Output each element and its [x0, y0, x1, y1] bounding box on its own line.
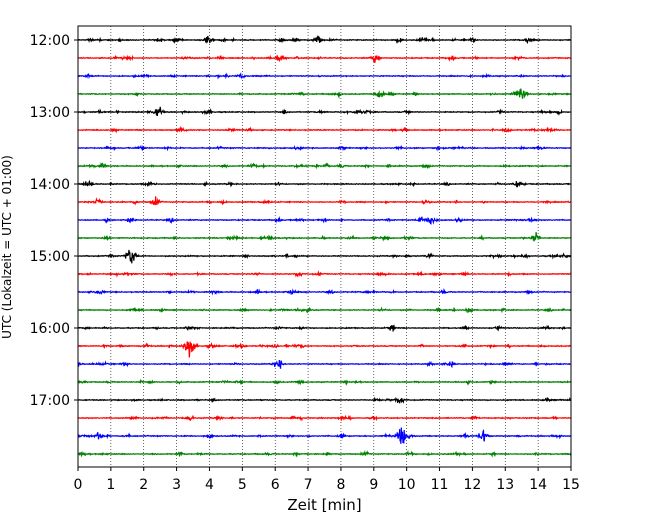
- y-tick-label-1400: 14:00: [30, 177, 70, 193]
- seismogram-trace-13: [77, 270, 572, 278]
- seismogram-trace-11: [78, 232, 572, 242]
- grid-lines: [110, 26, 539, 467]
- seismogram-trace-21: [77, 414, 572, 422]
- seismogram-trace-7: [77, 162, 572, 170]
- seismogram-trace-20: [77, 396, 572, 404]
- x-tick-label-6: 6: [271, 477, 280, 493]
- x-tick-label-1: 1: [106, 477, 115, 493]
- seismogram-trace-12: [77, 249, 572, 264]
- plot-frame: [77, 25, 572, 468]
- x-tick-label-0: 0: [74, 477, 83, 493]
- x-tick-label-15: 15: [562, 477, 580, 493]
- y-tick-label-1500: 15:00: [30, 249, 70, 265]
- y-tick-label-1700: 17:00: [30, 393, 70, 409]
- y-axis-label: UTC (Lokalzeit = UTC + 01:00): [0, 155, 14, 339]
- seismogram-trace-6: [77, 144, 572, 152]
- x-axis-ticks: 0 1 2 3 4 5 6 7 8 9 10 11 12 13 14 15: [74, 467, 580, 493]
- seismogram-trace-15: [77, 306, 572, 314]
- seismogram-traces: [77, 35, 572, 458]
- seismogram-trace-19: [77, 378, 572, 387]
- y-tick-label-1200: 12:00: [30, 33, 70, 49]
- seismogram-trace-23: [77, 449, 572, 458]
- seismogram-trace-22: [77, 427, 572, 444]
- x-tick-label-14: 14: [529, 477, 547, 493]
- seismogram-trace-1: [77, 54, 572, 63]
- seismogram-trace-16: [77, 324, 572, 332]
- x-tick-label-11: 11: [431, 477, 449, 493]
- seismogram-trace-2: [77, 72, 572, 80]
- seismogram-trace-17: [77, 341, 572, 358]
- x-tick-label-3: 3: [172, 477, 181, 493]
- x-tick-label-12: 12: [463, 477, 481, 493]
- y-tick-label-1600: 16:00: [30, 321, 70, 337]
- seismogram-trace-4: [77, 106, 572, 117]
- x-tick-label-9: 9: [369, 477, 378, 493]
- x-tick-label-13: 13: [496, 477, 514, 493]
- seismogram-trace-0: [77, 35, 572, 45]
- seismogram-trace-5: [77, 125, 572, 134]
- x-tick-label-8: 8: [336, 477, 345, 493]
- x-tick-label-2: 2: [139, 477, 148, 493]
- x-tick-label-7: 7: [304, 477, 313, 493]
- y-tick-label-1300: 13:00: [30, 105, 70, 121]
- x-tick-label-10: 10: [398, 477, 416, 493]
- x-tick-label-5: 5: [238, 477, 247, 493]
- seismogram-trace-14: [77, 288, 572, 296]
- seismogram-trace-9: [77, 196, 572, 206]
- seismogram-trace-18: [77, 359, 572, 369]
- y-axis-ticks: 12:00 13:00 14:00 15:00 16:00 17:00: [30, 33, 78, 409]
- seismogram-trace-10: [77, 216, 572, 225]
- seismogram-trace-3: [77, 88, 572, 100]
- x-tick-label-4: 4: [205, 477, 214, 493]
- seismogram-trace-8: [77, 179, 572, 188]
- x-axis-label: Zeit [min]: [287, 496, 361, 514]
